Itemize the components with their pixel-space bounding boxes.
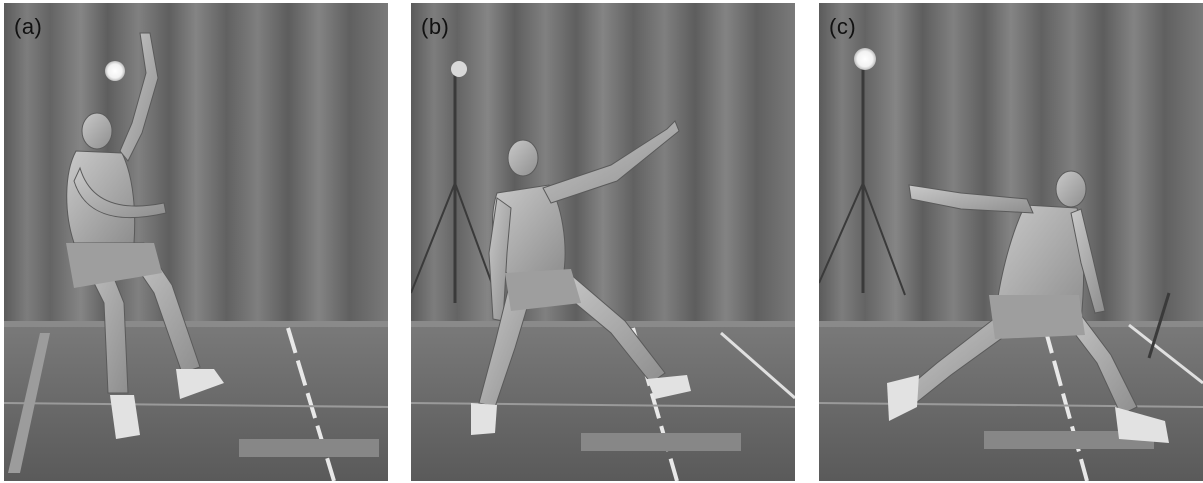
- bowler-figure-a: [66, 32, 201, 394]
- light-c: [854, 48, 876, 70]
- bowler-photo-b: [411, 3, 795, 481]
- panel-label-b: (b): [421, 14, 450, 39]
- bowler-photo-a: [4, 3, 388, 481]
- photo-panel-b: (b): [411, 3, 795, 481]
- light-b: [451, 61, 467, 77]
- photo-panel-c: (c): [819, 3, 1203, 481]
- panel-label-a: (a): [14, 14, 43, 39]
- bowler-photo-c: [819, 3, 1203, 481]
- ball-a: [105, 61, 125, 81]
- panel-label-c: (c): [829, 14, 857, 39]
- photo-panel-a: (a): [4, 3, 388, 481]
